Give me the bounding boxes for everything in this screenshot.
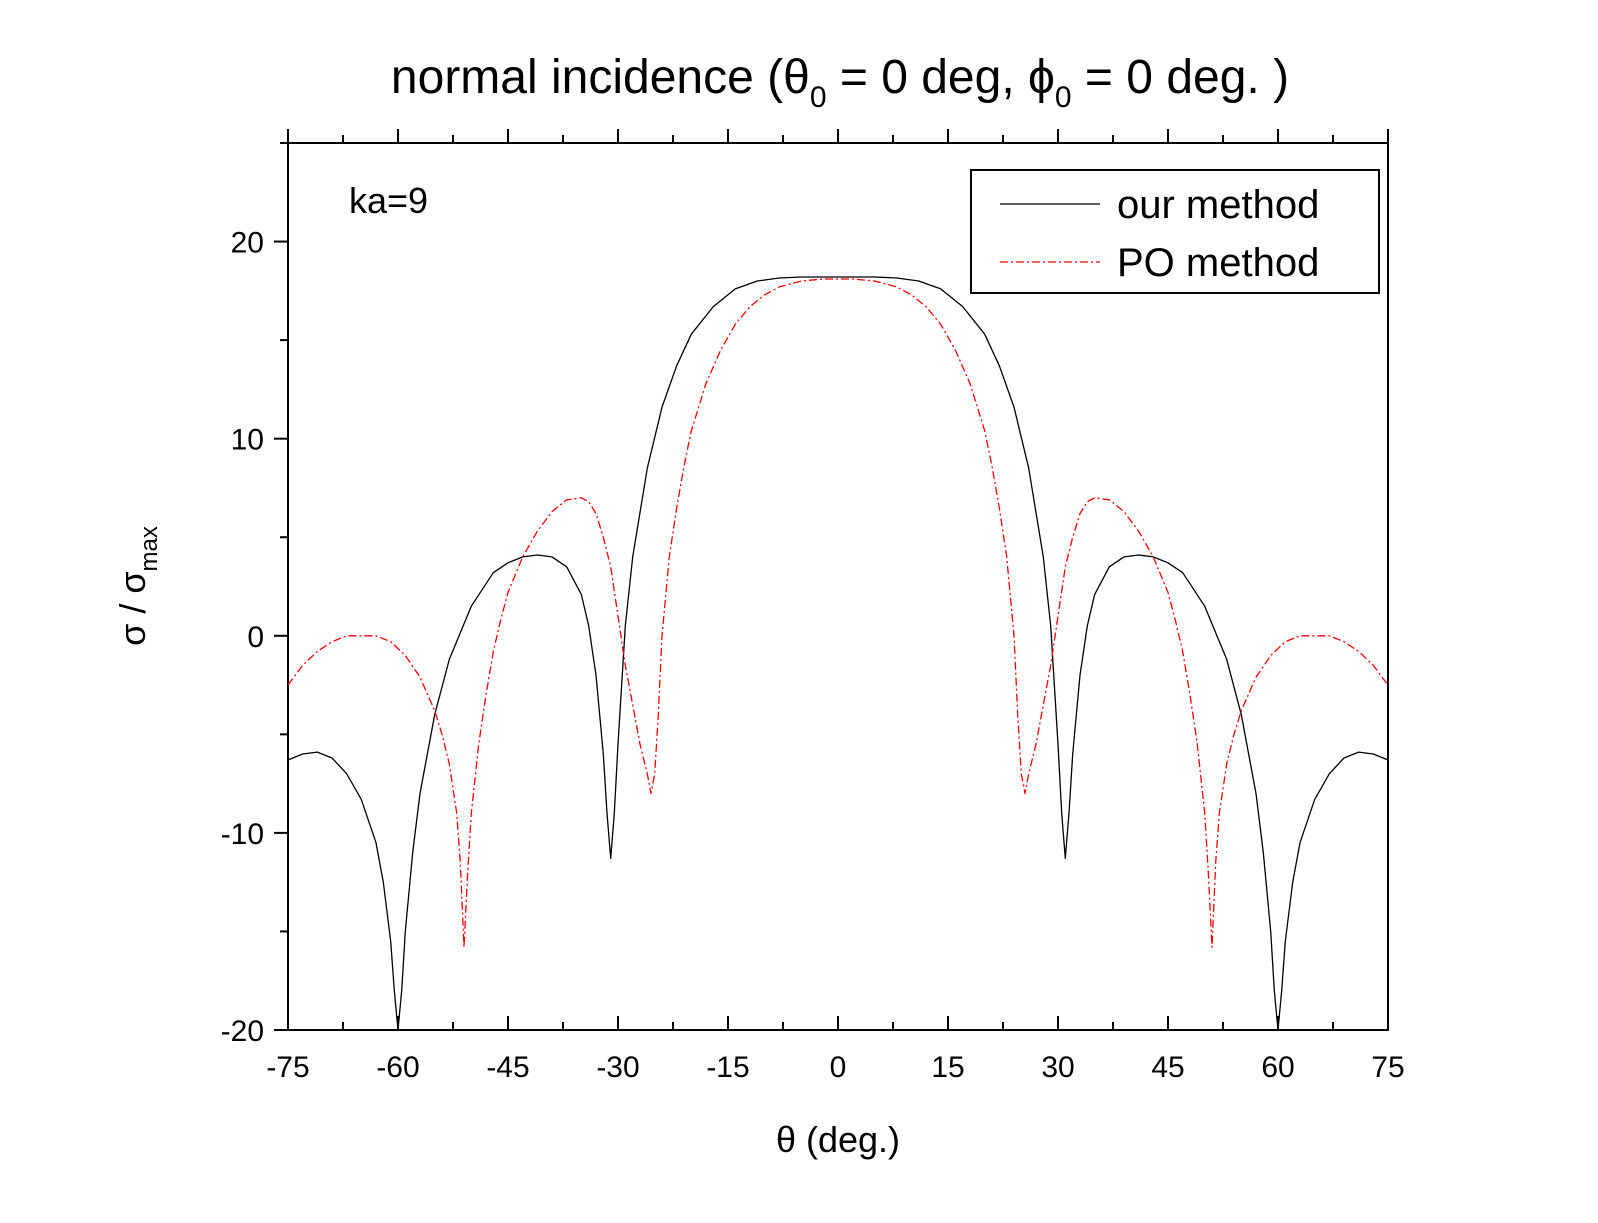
x-axis-label: θ (deg.) <box>776 1119 900 1160</box>
legend-label-po-method: PO method <box>1117 241 1319 285</box>
x-tick-label: -60 <box>376 1051 419 1084</box>
title-prefix: normal incidence ( <box>391 51 783 104</box>
x-tick-label: -15 <box>706 1051 749 1084</box>
y-axis-label-main: σ / σ <box>112 571 153 645</box>
title-phi-sub: 0 <box>1055 81 1072 114</box>
x-tick-label: 45 <box>1151 1051 1184 1084</box>
legend-box <box>970 169 1380 294</box>
title-theta-sub: 0 <box>810 81 827 114</box>
title-phi: ϕ <box>1028 51 1055 104</box>
y-tick-label: 20 <box>231 227 264 260</box>
x-tick-label: -45 <box>486 1051 529 1084</box>
y-axis-label-sub: max <box>136 526 163 571</box>
ka-annotation: ka=9 <box>349 180 428 221</box>
y-tick-label: 0 <box>247 621 264 654</box>
chart-title: normal incidence (θ0 = 0 deg, ϕ0 = 0 deg… <box>391 51 1289 114</box>
y-tick-label: 10 <box>231 424 264 457</box>
title-theta: θ <box>783 51 810 104</box>
title-mid: = 0 deg, <box>827 51 1029 104</box>
x-tick-label: 60 <box>1261 1051 1294 1084</box>
y-tick-label: -10 <box>221 818 264 851</box>
legend: our method PO method <box>970 169 1380 294</box>
x-tick-label: 75 <box>1371 1051 1404 1084</box>
x-tick-label: 15 <box>931 1051 964 1084</box>
axis-ticks: -75 -60 -45 -30 -15 0 15 30 45 60 75 -20 -10 0 10 20 <box>221 129 1405 1084</box>
y-axis-label: σ / σmax <box>112 526 163 646</box>
x-tick-label: -30 <box>596 1051 639 1084</box>
series-line-our-method <box>288 276 1388 1030</box>
x-tick-label: 30 <box>1041 1051 1074 1084</box>
x-tick-label: -75 <box>266 1051 309 1084</box>
x-tick-label: 0 <box>830 1051 847 1084</box>
series-group <box>288 276 1388 1030</box>
y-tick-label: -20 <box>221 1015 264 1048</box>
title-suffix: = 0 deg. ) <box>1072 51 1289 104</box>
series-line-po-method <box>288 278 1388 948</box>
legend-label-our-method: our method <box>1117 183 1319 227</box>
